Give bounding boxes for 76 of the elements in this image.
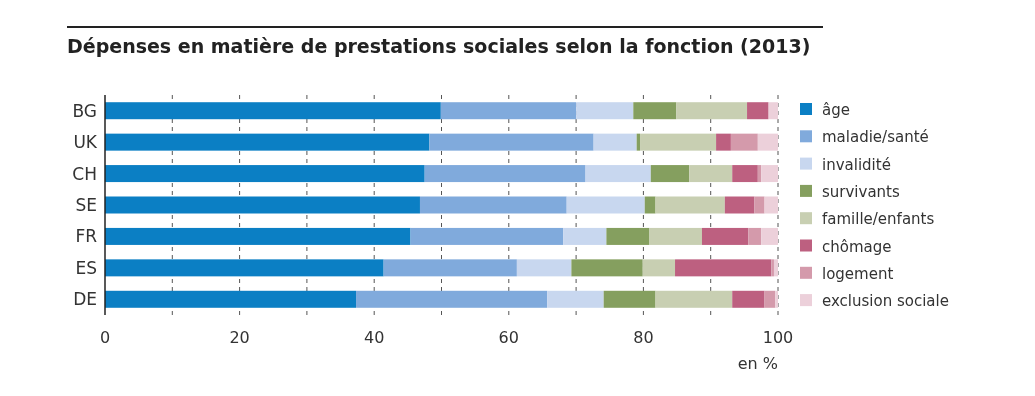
bar (748, 227, 762, 245)
bar (754, 196, 765, 214)
legend-label: exclusion sociale (822, 292, 949, 311)
bar (655, 290, 733, 308)
bar (764, 196, 778, 214)
bar (676, 102, 748, 120)
bar (566, 196, 645, 214)
bar (716, 133, 731, 151)
y-tick-label: BG (72, 100, 97, 121)
x-tick-label: 60 (498, 328, 519, 347)
y-tick-label: ES (75, 257, 97, 278)
legend-label: logement (822, 264, 894, 283)
bar (585, 165, 651, 183)
y-tick-label: CH (72, 163, 97, 184)
bar (771, 259, 774, 277)
bar (105, 227, 411, 245)
bar (757, 133, 778, 151)
bar (644, 196, 656, 214)
bar (571, 259, 643, 277)
bar (724, 196, 755, 214)
x-tick-label: 0 (99, 328, 111, 347)
legend-label: âge (822, 101, 850, 119)
y-tick-label: SE (75, 195, 97, 215)
bar (773, 259, 778, 277)
legend-label: maladie/santé (822, 128, 929, 147)
bar (440, 102, 577, 120)
legend-label: chômage (822, 237, 892, 256)
bar (105, 196, 420, 214)
bar (105, 165, 425, 183)
legend-label: invalidité (822, 155, 891, 174)
bar (563, 227, 607, 245)
bar (775, 290, 778, 308)
x-tick-label: 20 (229, 328, 250, 347)
bar (701, 227, 749, 245)
bar (768, 102, 778, 120)
bar (576, 102, 634, 120)
bar (655, 196, 725, 214)
legend-label: famille/enfants (822, 210, 935, 229)
bar (642, 259, 676, 277)
bar (410, 227, 564, 245)
bar (603, 290, 656, 308)
chart-title: Dépenses en matière de prestations sociales selon la fonction (2013) (67, 35, 811, 57)
bar (761, 227, 778, 245)
bar (732, 290, 765, 308)
x-tick-label: 40 (364, 328, 385, 347)
bar (730, 133, 758, 151)
bar (547, 290, 604, 308)
x-tick-label: 100 (762, 328, 794, 347)
bar (105, 259, 384, 277)
bar (761, 165, 778, 183)
bar (640, 133, 717, 151)
y-tick-label: DE (73, 289, 97, 310)
bar (689, 165, 733, 183)
bar (650, 165, 690, 183)
bar (424, 165, 586, 183)
legend-label: survivants (822, 182, 900, 201)
bar (633, 102, 677, 120)
y-tick-label: UK (73, 132, 98, 153)
bar (747, 102, 769, 120)
bar (105, 133, 430, 151)
bar (516, 259, 572, 277)
y-tick-label: FR (75, 226, 98, 247)
x-axis-title: en % (737, 354, 778, 373)
bar (649, 227, 702, 245)
bar (732, 165, 758, 183)
bar (105, 290, 357, 308)
bar (675, 259, 772, 277)
bar (105, 102, 441, 120)
x-tick-label: 80 (633, 328, 654, 347)
bar (383, 259, 517, 277)
bar (593, 133, 637, 151)
bar (606, 227, 650, 245)
bar (419, 196, 567, 214)
bar (356, 290, 548, 308)
bar (764, 290, 776, 308)
bar (429, 133, 594, 151)
